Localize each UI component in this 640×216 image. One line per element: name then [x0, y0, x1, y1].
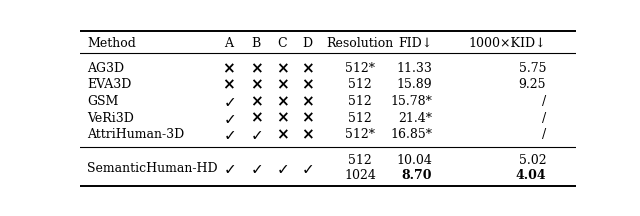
Text: 5.75: 5.75 [519, 62, 547, 75]
Text: 9.25: 9.25 [519, 78, 547, 91]
Text: $\mathbf{\times}$: $\mathbf{\times}$ [276, 127, 289, 142]
Text: $\mathbf{\times}$: $\mathbf{\times}$ [250, 111, 262, 126]
Text: 8.70: 8.70 [402, 169, 432, 182]
Text: 5.02: 5.02 [518, 154, 547, 167]
Text: $\checkmark$: $\checkmark$ [250, 161, 262, 176]
Text: AttriHuman-3D: AttriHuman-3D [88, 128, 185, 141]
Text: Resolution: Resolution [326, 37, 394, 50]
Text: $\mathbf{\times}$: $\mathbf{\times}$ [276, 61, 289, 76]
Text: 15.89: 15.89 [397, 78, 432, 91]
Text: C: C [278, 37, 287, 50]
Text: VeRi3D: VeRi3D [88, 112, 134, 125]
Text: $\checkmark$: $\checkmark$ [223, 94, 235, 109]
Text: 11.33: 11.33 [396, 62, 432, 75]
Text: 1000×KID↓: 1000×KID↓ [468, 37, 547, 50]
Text: $\mathbf{\times}$: $\mathbf{\times}$ [301, 94, 314, 109]
Text: SemanticHuman-HD: SemanticHuman-HD [88, 162, 218, 175]
Text: $\mathbf{\times}$: $\mathbf{\times}$ [301, 61, 314, 76]
Text: A: A [224, 37, 234, 50]
Text: D: D [302, 37, 312, 50]
Text: $\checkmark$: $\checkmark$ [250, 127, 262, 142]
Text: $\checkmark$: $\checkmark$ [223, 111, 235, 126]
Text: $\mathbf{\times}$: $\mathbf{\times}$ [250, 61, 262, 76]
Text: /: / [542, 112, 547, 125]
Text: 512: 512 [348, 78, 372, 91]
Text: $\checkmark$: $\checkmark$ [223, 127, 235, 142]
Text: 1024: 1024 [344, 169, 376, 182]
Text: 512: 512 [348, 95, 372, 108]
Text: 512: 512 [348, 112, 372, 125]
Text: $\checkmark$: $\checkmark$ [301, 161, 313, 176]
Text: 512: 512 [348, 154, 372, 167]
Text: $\mathbf{\times}$: $\mathbf{\times}$ [301, 127, 314, 142]
Text: $\mathbf{\times}$: $\mathbf{\times}$ [301, 78, 314, 92]
Text: 4.04: 4.04 [516, 169, 547, 182]
Text: $\mathbf{\times}$: $\mathbf{\times}$ [276, 78, 289, 92]
Text: AG3D: AG3D [88, 62, 125, 75]
Text: $\mathbf{\times}$: $\mathbf{\times}$ [301, 111, 314, 126]
Text: 15.78*: 15.78* [390, 95, 432, 108]
Text: $\mathbf{\times}$: $\mathbf{\times}$ [276, 111, 289, 126]
Text: FID↓: FID↓ [398, 37, 432, 50]
Text: /: / [542, 95, 547, 108]
Text: $\mathbf{\times}$: $\mathbf{\times}$ [250, 78, 262, 92]
Text: 512*: 512* [345, 128, 375, 141]
Text: 10.04: 10.04 [396, 154, 432, 167]
Text: 21.4*: 21.4* [398, 112, 432, 125]
Text: EVA3D: EVA3D [88, 78, 132, 91]
Text: GSM: GSM [88, 95, 119, 108]
Text: $\checkmark$: $\checkmark$ [223, 161, 235, 176]
Text: /: / [542, 128, 547, 141]
Text: Method: Method [88, 37, 136, 50]
Text: $\mathbf{\times}$: $\mathbf{\times}$ [222, 78, 236, 92]
Text: B: B [252, 37, 260, 50]
Text: $\mathbf{\times}$: $\mathbf{\times}$ [250, 94, 262, 109]
Text: $\mathbf{\times}$: $\mathbf{\times}$ [222, 61, 236, 76]
Text: $\checkmark$: $\checkmark$ [276, 161, 289, 176]
Text: 512*: 512* [345, 62, 375, 75]
Text: 16.85*: 16.85* [390, 128, 432, 141]
Text: $\mathbf{\times}$: $\mathbf{\times}$ [276, 94, 289, 109]
